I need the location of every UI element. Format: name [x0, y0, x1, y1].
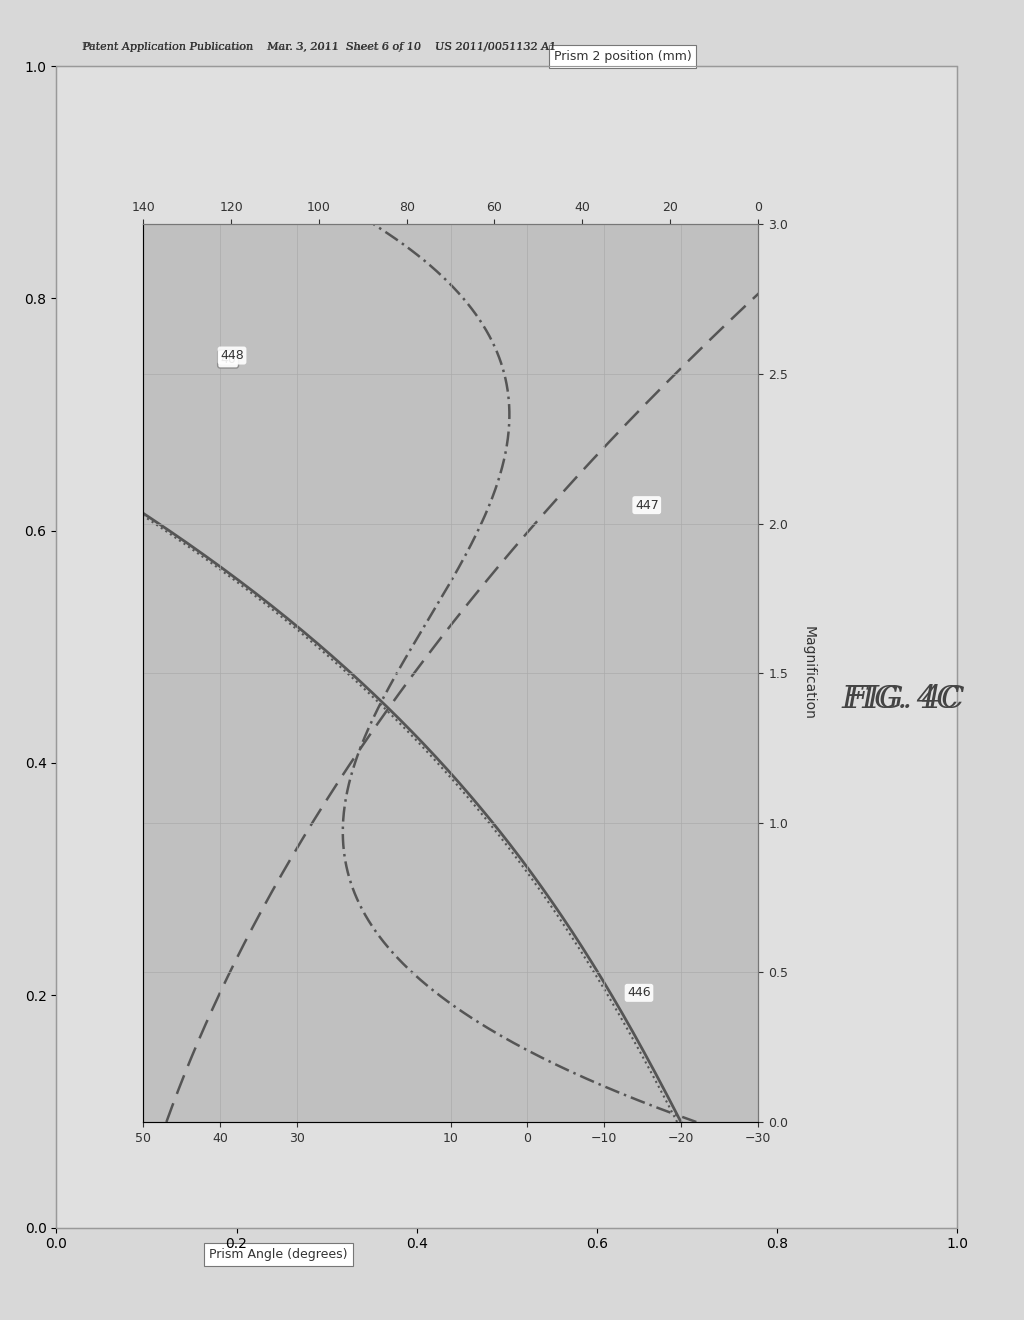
Prism1Angle: [804, 238, 816, 253]
Prism2Angle: [368, 216, 380, 232]
Y-axis label: Magnification: Magnification: [802, 626, 816, 721]
Line: Prism2Position: Prism2Position: [0, 224, 681, 1122]
Prism2Angle: [399, 238, 412, 253]
Prism2Angle: [413, 628, 425, 644]
Text: Patent Application Publication    Mar. 3, 2011  Sheet 6 of 10    US 2011/0051132: Patent Application Publication Mar. 3, 2…: [82, 42, 556, 53]
Text: 446: 446: [627, 986, 651, 999]
Text: Prism 2 position (mm): Prism 2 position (mm): [554, 50, 691, 63]
Prism1Angle: [656, 379, 669, 395]
Prism2Angle: [441, 579, 454, 595]
Text: 447: 447: [635, 499, 658, 512]
Prism1Angle: [391, 688, 403, 704]
Prism1Angle: [436, 628, 449, 644]
Prism2Position: [243, 579, 255, 595]
Prism1Angle: [475, 579, 487, 595]
Prism1Angle: [395, 682, 408, 698]
Text: Patent Application Publication    Mar. 3, 2011  Sheet 6 of 10    US 2011/0051132: Patent Application Publication Mar. 3, 2…: [82, 42, 556, 53]
Prism2Angle: [690, 1114, 702, 1130]
Prism1Angle: [161, 1114, 173, 1130]
Prism1Angle: [828, 216, 841, 232]
Prism2Angle: [501, 379, 513, 395]
Prism2Angle: [381, 682, 393, 698]
Line: Prism2Angle: Prism2Angle: [343, 224, 696, 1122]
Text: FIG. 4C: FIG. 4C: [847, 684, 966, 715]
Line: Prism1Angle: Prism1Angle: [167, 224, 835, 1122]
Text: 448: 448: [220, 348, 244, 362]
Prism2Position: [303, 628, 315, 644]
Prism2Position: [370, 688, 382, 704]
Prism2Position: [364, 682, 376, 698]
Text: Prism Angle (degrees): Prism Angle (degrees): [209, 1247, 348, 1261]
Text: FIG. 4C: FIG. 4C: [842, 684, 961, 715]
Prism2Angle: [378, 688, 390, 704]
Text: 40: 40: [220, 352, 237, 366]
Prism2Position: [675, 1114, 687, 1130]
